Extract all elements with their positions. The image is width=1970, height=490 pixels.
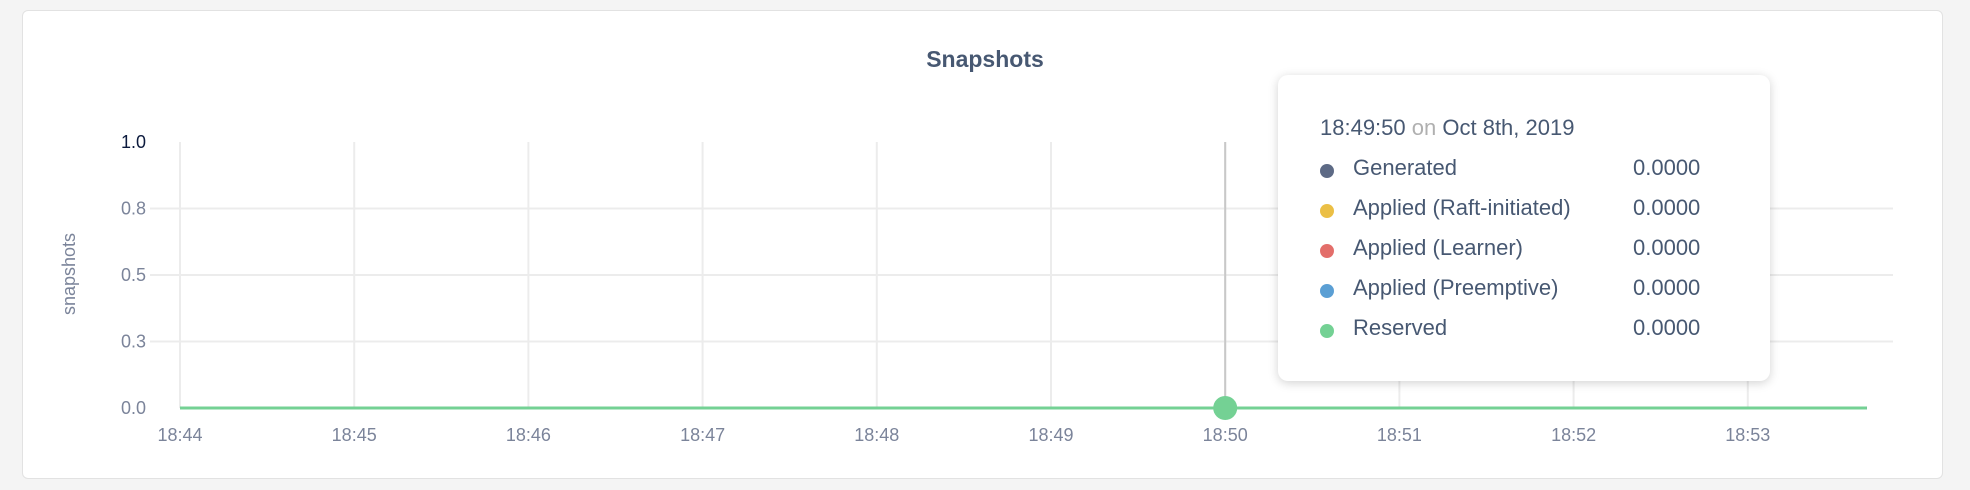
tooltip-value: 0.0000 — [1633, 195, 1701, 220]
x-tick-label: 18:44 — [157, 425, 202, 445]
tooltip-value: 0.0000 — [1633, 315, 1701, 340]
hover-point — [1213, 396, 1238, 420]
x-tick-label: 18:48 — [854, 425, 899, 445]
y-tick-label: 0.8 — [121, 199, 146, 219]
tooltip-time: 18:49:50 — [1320, 115, 1406, 140]
y-axis-ticks: 0.0 0.3 0.5 0.8 1.0 — [121, 132, 146, 418]
tooltip-row-applied-preemptive: Applied (Preemptive) 0.0000 — [1320, 275, 1740, 305]
y-tick-label: 0.0 — [121, 398, 146, 418]
x-tick-label: 18:51 — [1377, 425, 1422, 445]
applied-raft-dot-icon — [1320, 204, 1334, 218]
tooltip-value: 0.0000 — [1633, 235, 1701, 260]
tooltip-row-applied-learner: Applied (Learner) 0.0000 — [1320, 235, 1740, 265]
tooltip-row-generated: Generated 0.0000 — [1320, 155, 1740, 185]
tooltip-label: Reserved — [1353, 315, 1448, 340]
tooltip-value: 0.0000 — [1633, 275, 1701, 300]
x-tick-label: 18:46 — [506, 425, 551, 445]
generated-dot-icon — [1320, 164, 1334, 178]
chart-title: Snapshots — [926, 46, 1044, 72]
tooltip-label: Applied (Preemptive) — [1353, 275, 1559, 300]
tooltip-row-applied-raft: Applied (Raft-initiated) 0.0000 — [1320, 195, 1740, 225]
x-tick-label: 18:52 — [1551, 425, 1596, 445]
tooltip-row-reserved: Reserved 0.0000 — [1320, 315, 1740, 345]
x-axis-ticks: 18:44 18:45 18:46 18:47 18:48 18:49 18:50 18:51… — [157, 425, 1770, 445]
tooltip-timestamp: 18:49:50 on Oct 8th, 2019 — [1320, 115, 1574, 141]
tooltip-label: Applied (Raft-initiated) — [1353, 195, 1571, 220]
tooltip: 18:49:50 on Oct 8th, 2019 Generated 0.000… — [1278, 75, 1770, 381]
x-tick-label: 18:49 — [1028, 425, 1073, 445]
x-tick-label: 18:50 — [1203, 425, 1248, 445]
x-tick-label: 18:47 — [680, 425, 725, 445]
applied-preemptive-dot-icon — [1320, 284, 1334, 298]
hover-indicator — [1213, 142, 1238, 420]
tooltip-label: Applied (Learner) — [1353, 235, 1523, 260]
tooltip-label: Generated — [1353, 155, 1457, 180]
reserved-dot-icon — [1320, 324, 1334, 338]
x-tick-label: 18:53 — [1725, 425, 1770, 445]
tooltip-date: Oct 8th, 2019 — [1442, 115, 1575, 140]
tooltip-on: on — [1411, 115, 1437, 140]
y-tick-label: 0.5 — [121, 265, 146, 285]
tooltip-value: 0.0000 — [1633, 155, 1701, 180]
y-axis-label: snapshots — [59, 233, 79, 315]
applied-learner-dot-icon — [1320, 244, 1334, 258]
x-tick-label: 18:45 — [332, 425, 377, 445]
y-tick-label: 1.0 — [121, 132, 146, 152]
y-tick-label: 0.3 — [121, 332, 146, 352]
